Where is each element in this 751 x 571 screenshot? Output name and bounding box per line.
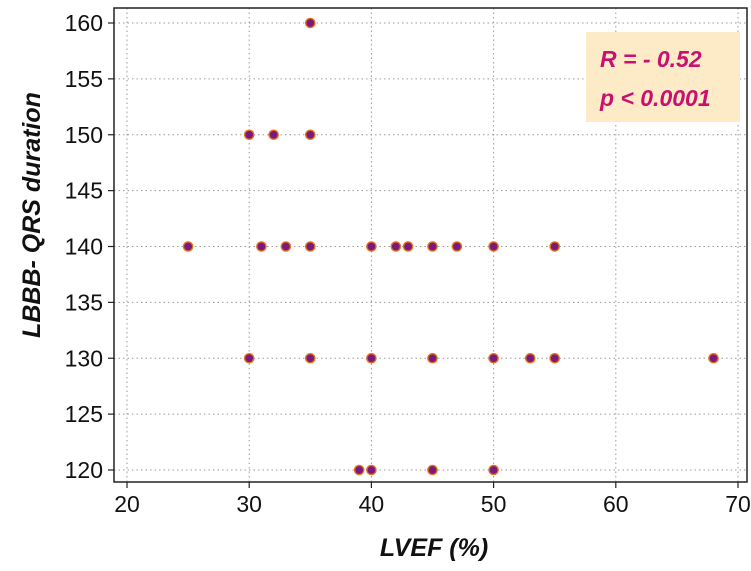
y-tick-label: 150 (65, 122, 103, 148)
data-point (304, 17, 316, 29)
p-value-text: p < 0.0001 (599, 85, 711, 111)
data-point (524, 352, 536, 364)
data-point (402, 241, 414, 252)
y-tick-label: 145 (65, 178, 103, 204)
x-axis-ticks: 20 30 40 50 60 70 (114, 482, 751, 517)
y-tick-label: 120 (65, 457, 103, 483)
y-axis-title: LBBB- QRS duration (18, 92, 46, 338)
data-point (304, 352, 316, 364)
data-point (256, 241, 267, 252)
data-point (427, 352, 438, 364)
data-point (243, 352, 255, 364)
y-tick-label: 155 (65, 66, 103, 92)
y-tick-label: 125 (65, 401, 103, 427)
x-axis-title: LVEF (%) (380, 534, 488, 562)
x-tick-label: 20 (114, 491, 140, 517)
data-point (427, 464, 438, 476)
data-point (182, 241, 194, 252)
stats-annotation: R = - 0.52 p < 0.0001 (586, 32, 740, 122)
data-point (488, 352, 499, 364)
x-tick-label: 40 (359, 491, 385, 517)
data-points (182, 17, 719, 476)
correlation-text: R = - 0.52 (600, 46, 702, 72)
data-point (488, 241, 499, 252)
data-point (268, 129, 279, 141)
data-point (280, 241, 292, 252)
x-tick-label: 30 (236, 491, 262, 517)
data-point (353, 464, 365, 476)
x-tick-label: 50 (481, 491, 507, 517)
data-point (549, 241, 561, 252)
y-tick-label: 130 (65, 345, 103, 371)
data-point (243, 129, 255, 141)
data-point (304, 241, 316, 252)
data-point (390, 241, 402, 252)
y-tick-label: 140 (65, 234, 103, 260)
y-tick-label: 135 (65, 289, 103, 315)
plot-frame (113, 7, 748, 483)
stats-box (586, 32, 740, 122)
data-point (366, 352, 377, 364)
data-point (451, 241, 463, 252)
y-tick-label: 160 (65, 10, 103, 36)
x-tick-label: 60 (603, 491, 629, 517)
data-point (366, 241, 377, 252)
data-point (708, 352, 719, 364)
data-point (366, 464, 377, 476)
y-axis-ticks: 120 125 130 135 140 145 150 155 160 (65, 10, 114, 483)
data-point (304, 129, 316, 141)
data-point (427, 241, 438, 252)
data-point (549, 352, 561, 364)
data-point (488, 464, 499, 476)
x-tick-label: 70 (725, 491, 751, 517)
